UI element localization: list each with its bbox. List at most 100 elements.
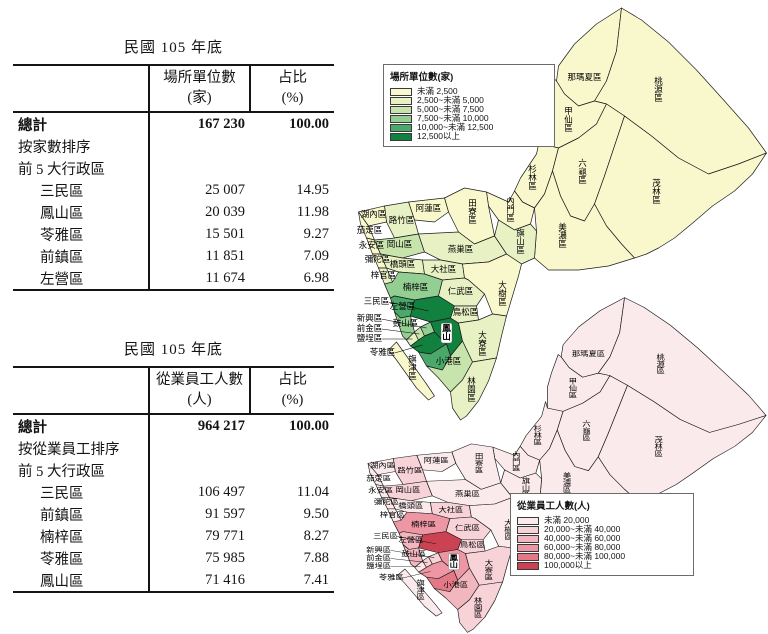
district-name: 苓雅區 — [40, 227, 84, 244]
district-內門區 — [486, 190, 535, 231]
district-pct: 7.88 — [303, 549, 329, 566]
legend-class-label: 5,000~未滿 7,500 — [417, 104, 484, 114]
value-unit: (人) — [187, 391, 212, 408]
pct-header: 占比 — [278, 70, 307, 86]
district-value: 11 674 — [148, 267, 250, 291]
district-label: 大社區 — [438, 505, 463, 514]
legend-swatch — [390, 96, 412, 105]
district-label: 那瑪夏區 — [572, 350, 606, 358]
district-label: 鹽埕區 — [366, 561, 391, 570]
district-label: 仁武區 — [448, 286, 474, 296]
district-name: 前鎮區 — [40, 249, 84, 266]
district-name: 鳳山區 — [40, 573, 84, 590]
district-label: 岡山區 — [396, 485, 421, 494]
district-pct: 9.50 — [303, 505, 329, 522]
legend-class-label: 40,000~未滿 60,000 — [544, 533, 621, 543]
district-label: 鼓山區 — [393, 318, 419, 328]
district-value: 20 039 — [148, 201, 250, 224]
district-name: 三民區 — [40, 183, 84, 200]
label-leader-line — [390, 550, 435, 558]
district-label: 永安區 — [368, 485, 393, 494]
label-leader-line — [402, 571, 431, 579]
label-leader-line — [397, 536, 437, 545]
district-label: 田寮區 — [468, 198, 477, 225]
legend-class-label: 10,000~未滿 12,500 — [417, 122, 494, 132]
legend-row: 12,500以上 — [390, 132, 548, 141]
empty-cell — [250, 135, 334, 157]
legend-row: 未滿 20,000 — [517, 516, 687, 525]
district-pct: 9.27 — [303, 225, 329, 242]
district-value: 91 597 — [148, 503, 250, 526]
district-label: 鳳山 — [450, 553, 459, 569]
legend-swatch — [517, 543, 539, 552]
district-label: 湖內區 — [370, 461, 395, 469]
district-label: 茄萣區 — [357, 225, 383, 235]
pct-unit: (%) — [281, 89, 304, 106]
district-label: 杉林區 — [534, 424, 543, 447]
district-label: 美濃區 — [558, 222, 567, 249]
district-林園區 — [450, 357, 497, 421]
empty-cell — [148, 437, 250, 460]
total-row: 總計 167 230 100.00 — [13, 112, 334, 136]
district-label: 岡山區 — [387, 239, 413, 249]
district-label: 大寮區 — [478, 330, 487, 357]
legend-swatch — [517, 525, 539, 534]
district-pct: 11.04 — [296, 483, 329, 500]
pct-unit: (%) — [281, 391, 304, 408]
legend-swatch — [390, 114, 412, 123]
district-value: 25 007 — [148, 179, 250, 202]
empty-cell — [250, 157, 334, 179]
legend-class-label: 80,000~未滿 100,000 — [544, 551, 626, 561]
district-pct: 7.09 — [303, 247, 329, 264]
legend-row: 60,000~未滿 80,000 — [517, 543, 687, 552]
district-label: 橋頭區 — [398, 501, 423, 510]
district-label: 茂林區 — [652, 178, 661, 205]
legend-title: 場所單位數(家) — [390, 72, 454, 83]
table-row: 苓雅區 75 985 7.88 — [13, 547, 334, 570]
label-leader-line — [381, 318, 427, 329]
label-leader-line — [390, 558, 428, 563]
district-label: 永安區 — [359, 240, 385, 250]
scope-note: 前 5 大行政區 — [18, 161, 105, 178]
legend-swatch — [390, 123, 412, 132]
table-row: 鳳山區 20 039 11.98 — [13, 201, 334, 224]
district-label: 彌陀區 — [365, 254, 391, 264]
district-label: 茂林區 — [655, 435, 664, 458]
legend-row: 40,000~未滿 60,000 — [517, 534, 687, 543]
district-label: 茄萣區 — [366, 473, 391, 482]
district-label: 路竹區 — [389, 215, 415, 225]
district-name: 鳳山區 — [40, 205, 84, 222]
legend-class-label: 未滿 20,000 — [544, 515, 590, 525]
district-name: 前鎮區 — [40, 507, 84, 524]
district-label: 甲仙區 — [564, 106, 573, 133]
district-pct: 7.41 — [303, 571, 329, 588]
legend-class-label: 12,500以上 — [417, 131, 460, 141]
district-value: 15 501 — [148, 223, 250, 246]
total-row: 總計 964 217 100.00 — [13, 414, 334, 438]
district-label: 前金區 — [366, 553, 391, 562]
district-label: 三民區 — [364, 296, 390, 306]
empty-cell — [250, 459, 334, 481]
total-label: 總計 — [18, 419, 47, 436]
district-pct: 14.95 — [296, 181, 329, 198]
district-旗津區 — [396, 568, 443, 617]
district-label: 燕巢區 — [455, 489, 480, 498]
header-value-column: 從業員工人數 (人) — [148, 367, 250, 416]
district-內門區 — [492, 446, 541, 479]
district-label: 阿蓮區 — [416, 203, 442, 213]
employees-choropleth-map: 那瑪夏區桃源區甲仙區六龜區杉林區茂林區美濃區內門區旗山區田寮區阿蓮區湖內區茄萣區… — [366, 297, 767, 633]
legend-swatch — [390, 105, 412, 114]
district-label: 鳥松區 — [460, 540, 485, 549]
legend-class-label: 2,500~未滿 5,000 — [417, 95, 484, 105]
district-label-box — [440, 322, 453, 344]
table-row: 三民區 106 497 11.04 — [13, 481, 334, 504]
empty-cell — [250, 437, 334, 459]
legend-swatch — [390, 87, 412, 96]
district-label: 燕巢區 — [448, 244, 474, 254]
total-value: 964 217 — [148, 414, 250, 438]
table-row: 楠梓區 79 771 8.27 — [13, 525, 334, 548]
employees-table: 從業員工人數 (人) 占比 (%) 總計 964 217 100.00 按從業員工排序… — [13, 366, 334, 594]
header-pct-column: 占比 (%) — [249, 65, 334, 114]
